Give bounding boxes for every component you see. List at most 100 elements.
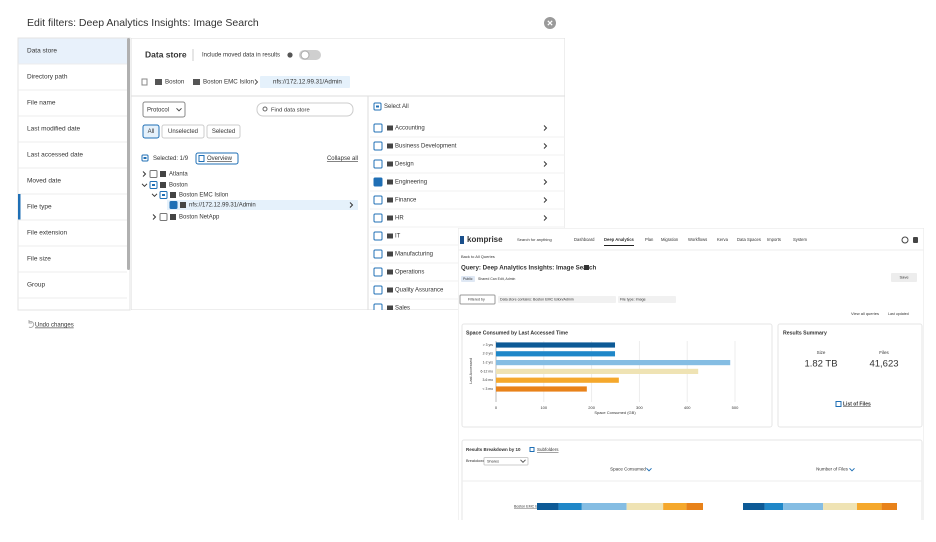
folder-label[interactable]: Sales xyxy=(395,306,410,312)
sidebar-item[interactable]: Moved date xyxy=(27,178,61,185)
tab-label: Unselected xyxy=(168,129,198,135)
folder-checkbox[interactable] xyxy=(373,177,383,187)
save-button[interactable] xyxy=(891,273,917,282)
filter-chip[interactable] xyxy=(498,296,616,303)
tree-label[interactable]: Boston EMC Isilon xyxy=(179,193,228,199)
list-files-link[interactable]: List of Files xyxy=(843,401,871,407)
tree-checkbox[interactable] xyxy=(149,170,158,178)
folder-checkbox[interactable] xyxy=(373,213,383,223)
folder-label[interactable]: IT xyxy=(395,234,401,240)
breadcrumb-item[interactable]: Boston EMC Isilon xyxy=(203,79,254,86)
filter-label: Filtered by xyxy=(468,297,485,301)
sidebar-item[interactable]: File size xyxy=(27,256,51,263)
folder-checkbox[interactable] xyxy=(373,195,383,205)
bar xyxy=(496,368,699,374)
tree-label[interactable]: Atlanta xyxy=(169,172,188,178)
tree-checkbox[interactable] xyxy=(159,213,168,221)
folder-checkbox[interactable] xyxy=(373,303,383,312)
x-axis-label: Space Consumed (GB) xyxy=(594,410,636,415)
folder-checkbox[interactable] xyxy=(373,267,383,277)
tree-icon xyxy=(170,192,176,198)
stacked-segment xyxy=(823,503,857,510)
sidebar-marker xyxy=(18,194,21,220)
folder-icon xyxy=(387,197,393,203)
sidebar-item[interactable]: Last modified date xyxy=(27,126,81,133)
folder-label[interactable]: Finance xyxy=(395,198,417,204)
tab[interactable] xyxy=(206,124,241,139)
tree-checkbox[interactable] xyxy=(169,201,178,209)
folder-checkbox[interactable] xyxy=(373,249,383,259)
last-updated: Last updated xyxy=(888,312,909,316)
nav-item[interactable]: Deep Analytics xyxy=(604,237,635,242)
folder-label[interactable]: Business Development xyxy=(395,144,457,150)
breakdown-dropdown[interactable] xyxy=(483,457,529,466)
breadcrumb-icon xyxy=(141,78,148,86)
nav-item[interactable]: Workflows xyxy=(688,237,707,242)
tree-label[interactable]: Boston NetApp xyxy=(179,215,220,221)
sidebar-item[interactable]: Group xyxy=(27,282,45,289)
folder-label[interactable]: Design xyxy=(395,162,414,168)
protocol-dropdown[interactable] xyxy=(142,101,186,118)
sidebar-item[interactable]: File name xyxy=(27,100,56,107)
folder-icon xyxy=(387,161,393,167)
select-all-checkbox[interactable] xyxy=(373,102,382,111)
chevron-icon xyxy=(141,183,148,188)
sidebar-item[interactable]: File extension xyxy=(27,230,67,237)
tab[interactable] xyxy=(161,124,205,139)
overview-button[interactable] xyxy=(195,152,239,165)
bar xyxy=(496,360,731,366)
sidebar-item[interactable]: Directory path xyxy=(27,74,68,81)
tree-label[interactable]: Boston xyxy=(169,183,188,189)
filter-chip[interactable] xyxy=(618,296,676,303)
nav-item[interactable]: Data Spaces xyxy=(737,237,761,242)
folder-checkbox[interactable] xyxy=(373,231,383,241)
nav-item[interactable]: System xyxy=(793,237,807,242)
breadcrumb-icon xyxy=(193,79,200,85)
sidebar-item[interactable]: Data store xyxy=(27,48,57,55)
breadcrumb-item[interactable]: Boston xyxy=(165,79,185,86)
folder-label[interactable]: Operations xyxy=(395,270,424,276)
overview-icon xyxy=(198,155,205,162)
nav-item[interactable]: Plan xyxy=(645,237,654,242)
folder-checkbox[interactable] xyxy=(373,285,383,295)
chevron-icon xyxy=(151,193,158,198)
help-icon xyxy=(901,236,909,244)
chevron-icon xyxy=(543,143,548,149)
folder-checkbox[interactable] xyxy=(373,123,383,133)
folder-label[interactable]: HR xyxy=(395,216,404,222)
folder-icon xyxy=(387,143,393,149)
folder-label[interactable]: Manufacturing xyxy=(395,252,433,258)
undo-link[interactable]: Undo changes xyxy=(35,323,74,329)
folder-label[interactable]: Quality Assurance xyxy=(395,288,444,294)
y-tick-label: 6-12 mo xyxy=(481,369,494,373)
nav-item[interactable]: Imports xyxy=(767,237,781,242)
subfolders-link[interactable]: Subfolders xyxy=(537,447,559,452)
nav-item[interactable]: Kerva xyxy=(717,237,729,242)
folder-checkbox[interactable] xyxy=(373,159,383,169)
search-box[interactable] xyxy=(256,102,354,117)
tree-label[interactable]: nfs://172.12.99.31/Admin xyxy=(189,203,256,209)
back-link[interactable]: Back to All Queries xyxy=(461,254,495,259)
nav-item[interactable]: Dashboard xyxy=(574,237,595,242)
folder-label[interactable]: Accounting xyxy=(395,126,425,132)
tab[interactable] xyxy=(142,124,160,139)
breadcrumb-item[interactable]: nfs://172.12.99.31/Admin xyxy=(273,79,342,86)
sidebar-item[interactable]: File type xyxy=(27,204,52,211)
chevron-icon xyxy=(520,459,526,464)
stacked-segment xyxy=(764,503,784,510)
info-icon xyxy=(584,265,589,270)
tab-label: Selected xyxy=(212,129,235,135)
folder-checkbox[interactable] xyxy=(373,141,383,151)
row-link[interactable]: Boston EMC Isilon/Admin xyxy=(514,504,555,508)
bell-icon xyxy=(913,237,918,243)
nav-item[interactable]: Migration xyxy=(661,237,679,242)
column-header[interactable]: Number of Files xyxy=(816,467,849,472)
folder-label[interactable]: Engineering xyxy=(395,180,427,186)
collapse-all-link[interactable]: Collapse all xyxy=(327,156,358,162)
sidebar-item[interactable]: Last accessed date xyxy=(27,152,83,159)
breakdown-card xyxy=(461,439,923,520)
column-header[interactable]: Space Consumed xyxy=(610,467,646,472)
view-all-link[interactable]: View all queries xyxy=(851,311,879,316)
folder-icon xyxy=(387,233,393,239)
